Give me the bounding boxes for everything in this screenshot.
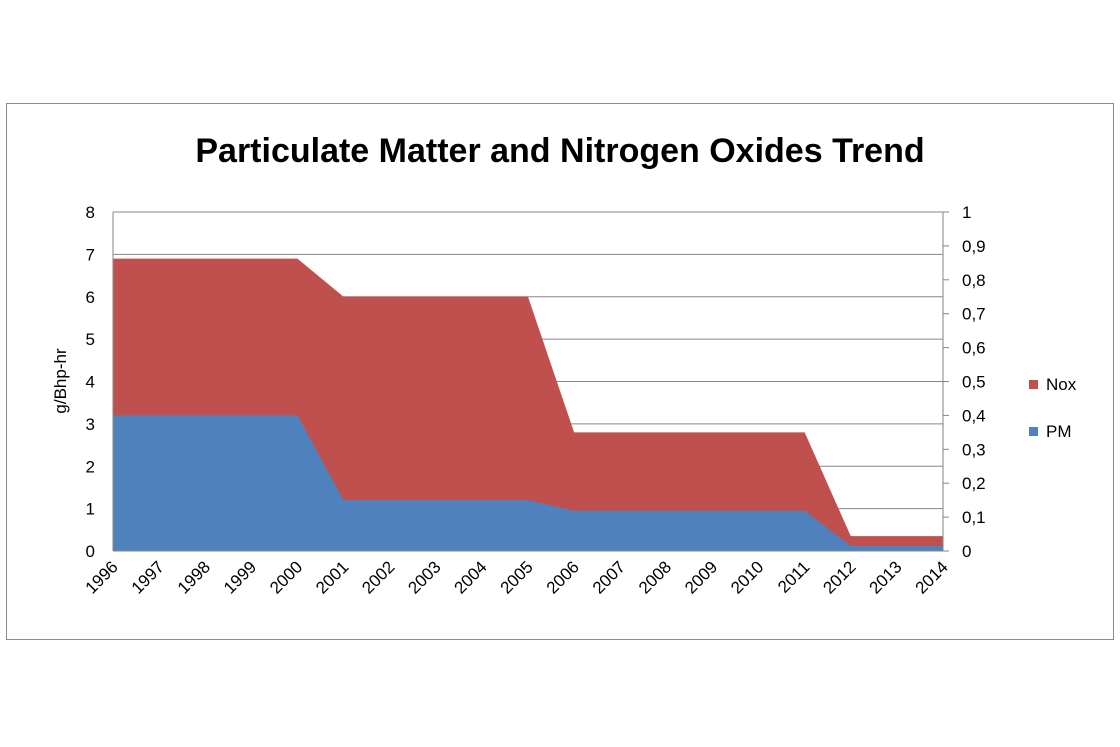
y-tick-label: 0 [86, 542, 95, 561]
y-tick-label: 3 [86, 415, 95, 434]
y2-tick-label: 0,2 [962, 474, 986, 493]
x-tick-label: 1997 [128, 557, 168, 597]
x-tick-label: 2010 [727, 557, 767, 597]
x-tick-label: 2008 [635, 557, 675, 597]
legend-swatch-nox [1029, 380, 1038, 389]
y2-tick-label: 0,8 [962, 271, 986, 290]
y2-axis-ticks: 0 0,1 0,2 0,3 0,4 0,5 0,6 0,7 0,8 0,9 1 [943, 203, 986, 561]
y-tick-label: 4 [86, 373, 95, 392]
x-tick-label: 2014 [912, 557, 952, 597]
y-tick-label: 2 [86, 457, 95, 476]
x-tick-label: 2004 [451, 557, 491, 597]
y2-tick-label: 0,7 [962, 305, 986, 324]
y-axis-title: g/Bhp-hr [51, 348, 70, 414]
x-tick-label: 1996 [82, 557, 122, 597]
y2-tick-label: 0,1 [962, 508, 986, 527]
y2-tick-label: 0,6 [962, 339, 986, 358]
x-tick-label: 2003 [404, 557, 444, 597]
x-tick-label: 2006 [543, 557, 583, 597]
y-tick-label: 8 [86, 203, 95, 222]
y-tick-label: 6 [86, 288, 95, 307]
x-tick-label: 2009 [681, 557, 721, 597]
y2-tick-label: 0 [962, 542, 971, 561]
y2-tick-label: 0,5 [962, 373, 986, 392]
x-tick-label: 2000 [266, 557, 306, 597]
x-tick-label: 1998 [174, 557, 214, 597]
y-tick-label: 5 [86, 330, 95, 349]
x-tick-label: 2001 [312, 557, 352, 597]
area-pm [113, 415, 943, 551]
y-axis-ticks: 0 1 2 3 4 5 6 7 8 [86, 203, 95, 561]
y-tick-label: 1 [86, 500, 95, 519]
plot-areas [113, 258, 943, 551]
x-tick-label: 2007 [589, 557, 629, 597]
y2-tick-label: 1 [962, 203, 971, 222]
x-tick-label: 2013 [866, 557, 906, 597]
y-tick-label: 7 [86, 245, 95, 264]
legend-label-nox: Nox [1046, 375, 1077, 394]
legend: Nox PM [1029, 375, 1077, 441]
x-axis-ticks: 1996 1997 1998 1999 2000 2001 2002 2003 2004 2005… [82, 557, 952, 597]
x-tick-label: 1999 [220, 557, 260, 597]
legend-label-pm: PM [1046, 422, 1072, 441]
x-tick-label: 2005 [497, 557, 537, 597]
x-tick-label: 2012 [819, 557, 859, 597]
x-tick-label: 2011 [774, 557, 813, 596]
legend-swatch-pm [1029, 427, 1038, 436]
y2-tick-label: 0,4 [962, 406, 986, 425]
x-tick-label: 2002 [358, 557, 398, 597]
y2-tick-label: 0,9 [962, 237, 986, 256]
y2-tick-label: 0,3 [962, 440, 986, 459]
chart-title: Particulate Matter and Nitrogen Oxides T… [195, 132, 924, 170]
